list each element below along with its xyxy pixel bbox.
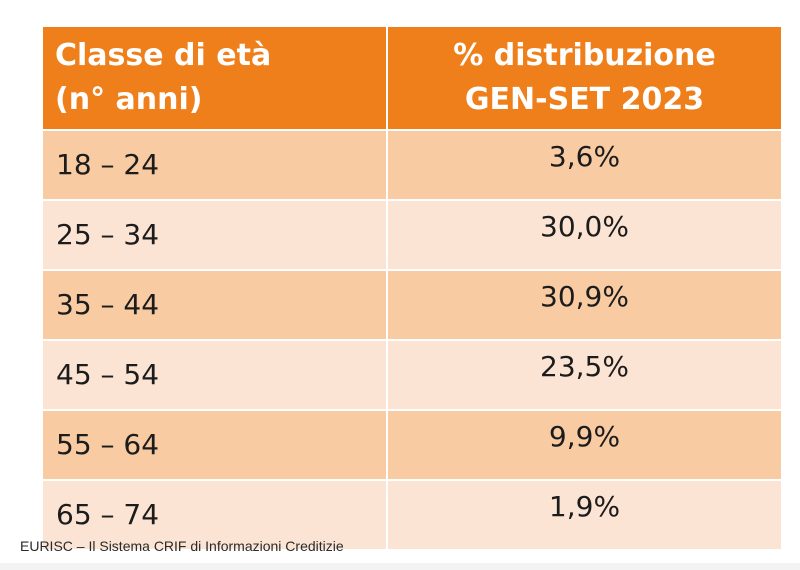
percentage-cell: 30,0% <box>387 200 781 271</box>
table-row: 25 – 34 30,0% <box>43 200 781 271</box>
header-age-class-line2: (n° anni) <box>55 82 203 117</box>
age-distribution-table: Classe di età (n° anni) % distribuzione … <box>43 27 781 549</box>
source-caption: EURISC – Il Sistema CRIF di Informazioni… <box>20 538 344 554</box>
age-range-cell: 45 – 54 <box>43 340 388 411</box>
percentage-cell: 3,6% <box>387 130 781 201</box>
age-range-cell: 25 – 34 <box>43 200 388 271</box>
table-row: 45 – 54 23,5% <box>43 340 781 411</box>
table-row: 18 – 24 3,6% <box>43 130 781 201</box>
age-range-cell: 35 – 44 <box>43 270 388 341</box>
header-distribution-line1: % distribuzione <box>453 38 716 73</box>
header-age-class-line1: Classe di età <box>55 38 272 73</box>
table-row: 35 – 44 30,9% <box>43 270 781 341</box>
age-range-cell: 65 – 74 <box>43 480 388 549</box>
percentage-cell: 9,9% <box>387 410 781 481</box>
percentage-cell: 1,9% <box>387 480 781 549</box>
header-distribution-line2: GEN-SET 2023 <box>464 82 705 117</box>
table-row: 55 – 64 9,9% <box>43 410 781 481</box>
age-distribution-table-container: Classe di età (n° anni) % distribuzione … <box>43 27 781 549</box>
header-distribution: % distribuzione GEN-SET 2023 <box>387 27 781 131</box>
age-range-cell: 18 – 24 <box>43 130 388 201</box>
table-header-row: Classe di età (n° anni) % distribuzione … <box>43 27 781 131</box>
bottom-divider <box>0 563 800 570</box>
percentage-cell: 30,9% <box>387 270 781 341</box>
table-row: 65 – 74 1,9% <box>43 480 781 549</box>
percentage-cell: 23,5% <box>387 340 781 411</box>
age-range-cell: 55 – 64 <box>43 410 388 481</box>
header-age-class: Classe di età (n° anni) <box>43 27 388 131</box>
